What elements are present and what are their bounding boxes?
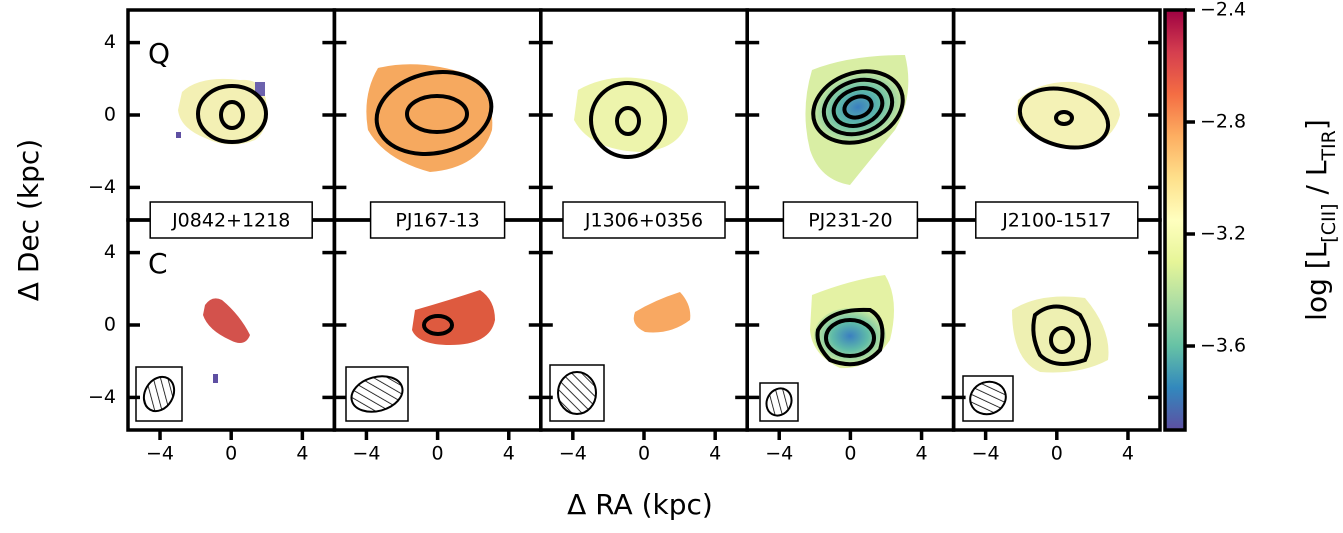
x-tick-label: −4	[765, 443, 793, 465]
colorbar-tick-label: −3.6	[1200, 335, 1246, 357]
x-tick-label: 0	[432, 443, 444, 465]
row-label: C	[148, 247, 168, 280]
x-tick-label: −4	[972, 443, 1000, 465]
name-box	[369, 201, 506, 239]
y-axis-label: Δ Dec (kpc)	[12, 139, 45, 301]
colorbar-label-part: / L	[1300, 160, 1333, 203]
x-tick-label: −4	[559, 443, 587, 465]
target-name: PJ231-20	[808, 210, 892, 232]
y-tick-label: 4	[104, 31, 116, 53]
x-tick-label: 0	[225, 443, 237, 465]
colorbar-label: log [L[CII] / LTIR]	[1300, 119, 1340, 321]
y-tick-label: −4	[88, 386, 116, 408]
colorbar-frame	[1163, 8, 1187, 432]
colorbar-label-part: TIR	[1318, 130, 1340, 161]
y-tick-label: 4	[104, 241, 116, 263]
x-tick-label: 0	[844, 443, 856, 465]
name-box	[975, 201, 1139, 239]
y-tick-label: −4	[88, 176, 116, 198]
x-tick-label: 4	[503, 443, 515, 465]
x-tick-label: −4	[146, 443, 174, 465]
target-name: J0842+1218	[171, 210, 290, 232]
y-tick-label: 0	[104, 314, 116, 336]
y-tick-label: 0	[104, 104, 116, 126]
x-tick-label: 4	[916, 443, 928, 465]
x-tick-label: 4	[296, 443, 308, 465]
target-name: PJ167-13	[395, 210, 479, 232]
target-name: J2100-1517	[1001, 210, 1111, 232]
colorbar-tick-label: −2.8	[1200, 111, 1246, 133]
colorbar-tick-label: −2.4	[1200, 0, 1246, 21]
x-tick-label: 0	[638, 443, 650, 465]
x-tick-label: 4	[1122, 443, 1134, 465]
x-tick-label: −4	[352, 443, 380, 465]
name-box	[782, 201, 919, 239]
name-box	[562, 201, 726, 239]
row-label: Q	[148, 37, 170, 70]
target-name: J1306+0356	[584, 210, 703, 232]
colorbar	[1165, 10, 1185, 430]
colorbar-label-part: ]	[1300, 119, 1333, 130]
colorbar-label-part: log [L	[1300, 242, 1333, 321]
x-tick-label: 0	[1051, 443, 1063, 465]
maps	[135, 55, 1120, 422]
x-axis-label: Δ RA (kpc)	[567, 488, 713, 521]
colorbar-tick-label: −3.2	[1200, 223, 1246, 245]
name-box	[149, 201, 313, 239]
x-tick-label: 4	[709, 443, 721, 465]
colorbar-label-part: [CII]	[1318, 203, 1340, 242]
